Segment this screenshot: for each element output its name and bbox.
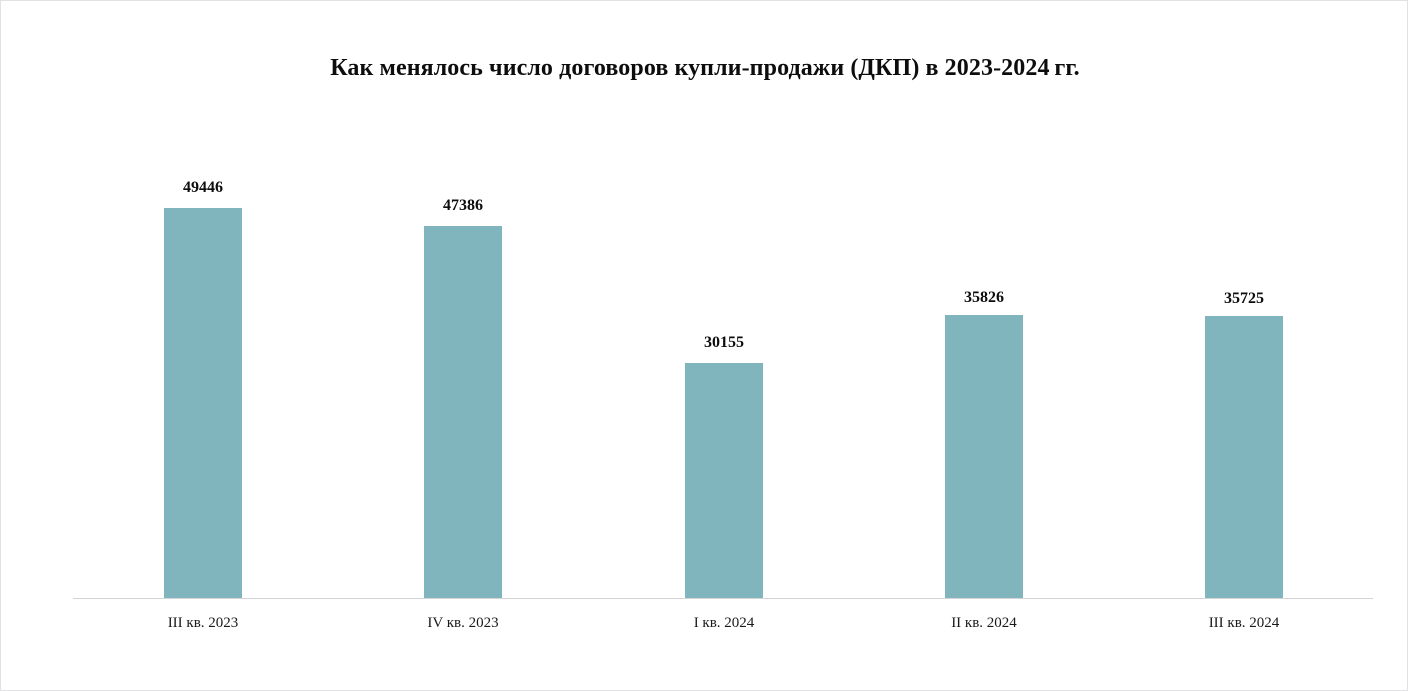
x-axis-category-label: III кв. 2023 bbox=[167, 615, 239, 631]
bar-rect[interactable] bbox=[424, 226, 502, 598]
x-axis-line bbox=[73, 598, 1373, 599]
bar-value-label: 47386 bbox=[443, 197, 483, 214]
x-axis-category-label: II кв. 2024 bbox=[951, 615, 1017, 631]
bar-rect[interactable] bbox=[164, 208, 242, 598]
x-axis-category-label: I кв. 2024 bbox=[693, 615, 755, 631]
bar-value-label: 49446 bbox=[183, 179, 223, 196]
bar-value-label: 35725 bbox=[1224, 290, 1264, 307]
x-axis-category-label: III кв. 2024 bbox=[1208, 615, 1280, 631]
bar-value-label: 30155 bbox=[704, 334, 744, 351]
chart-title: Как менялось число договоров купли-прода… bbox=[330, 55, 1080, 81]
bar-value-label: 35826 bbox=[964, 289, 1004, 306]
bar-rect[interactable] bbox=[945, 315, 1023, 598]
bar-rect[interactable] bbox=[1205, 316, 1283, 598]
x-axis-category-label: IV кв. 2023 bbox=[427, 615, 499, 631]
bar-rect[interactable] bbox=[685, 363, 763, 598]
